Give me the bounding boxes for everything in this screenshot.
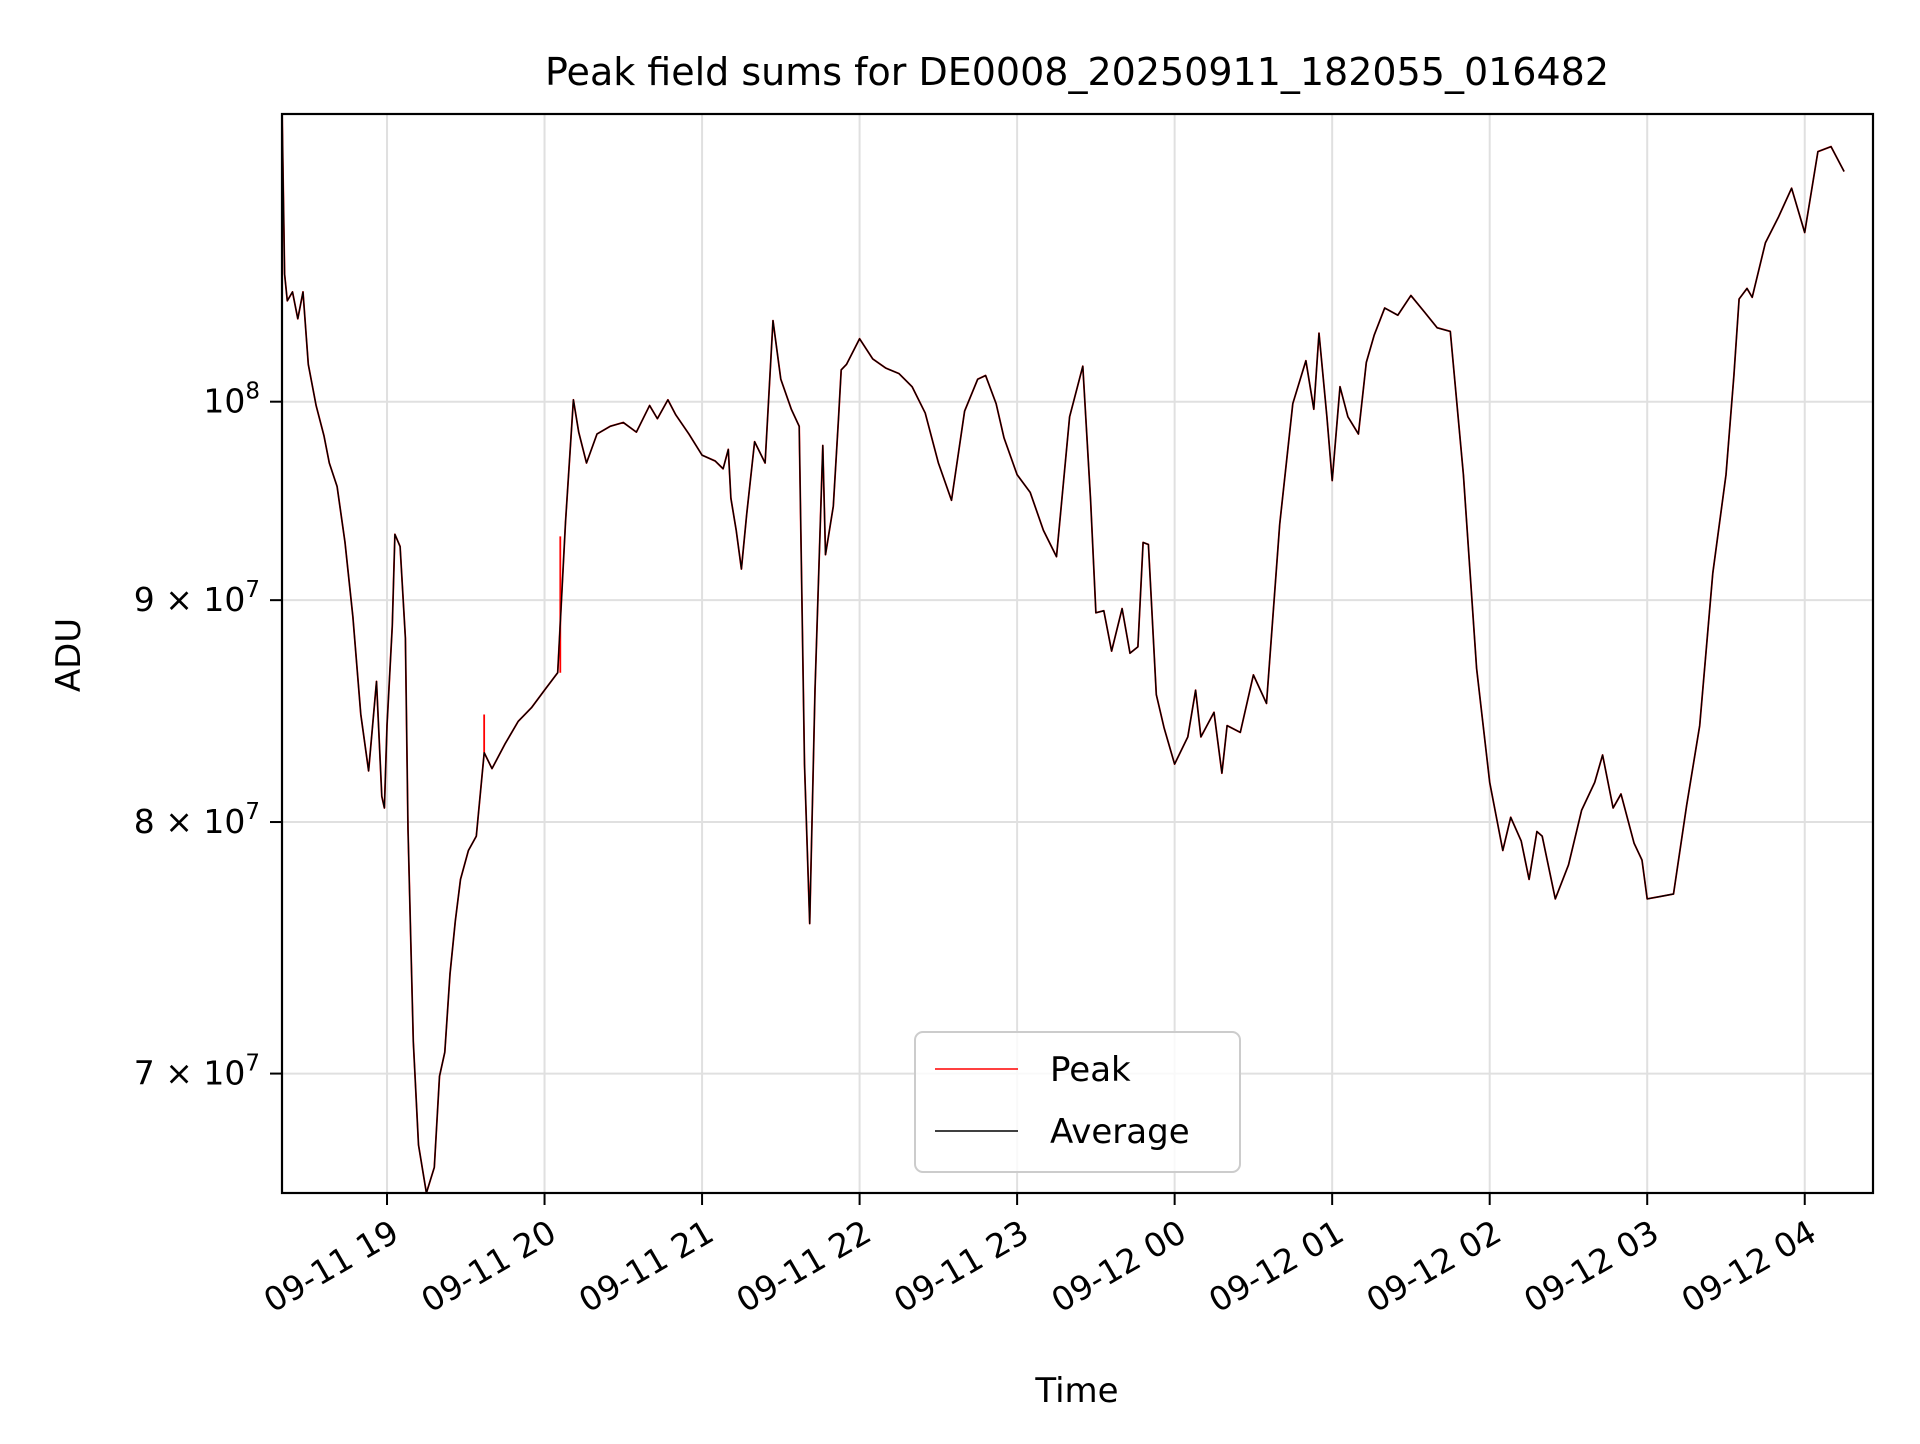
y-tick-label: 7 × 107 bbox=[134, 1051, 260, 1093]
chart-title: Peak field sums for DE0008_20250911_1820… bbox=[545, 50, 1609, 94]
y-tick-label: 8 × 107 bbox=[134, 799, 260, 841]
plot-series bbox=[282, 114, 1845, 1193]
legend-label-peak: Peak bbox=[1050, 1050, 1131, 1090]
series-group bbox=[282, 114, 1845, 1193]
legend: Peak Average bbox=[914, 1031, 1241, 1173]
y-tick-label: 108 bbox=[203, 379, 260, 421]
series-line-average bbox=[282, 114, 1845, 1193]
y-axis-label: ADU bbox=[49, 618, 89, 692]
plot-frame bbox=[280, 112, 1875, 1195]
x-axis-label: Time bbox=[1034, 1371, 1118, 1411]
legend-label-average: Average bbox=[1050, 1112, 1190, 1152]
y-axis: 7 × 107 8 × 107 9 × 107 108 bbox=[134, 379, 282, 1093]
legend-box bbox=[914, 1031, 1241, 1173]
y-tick-label: 9 × 107 bbox=[134, 577, 260, 619]
